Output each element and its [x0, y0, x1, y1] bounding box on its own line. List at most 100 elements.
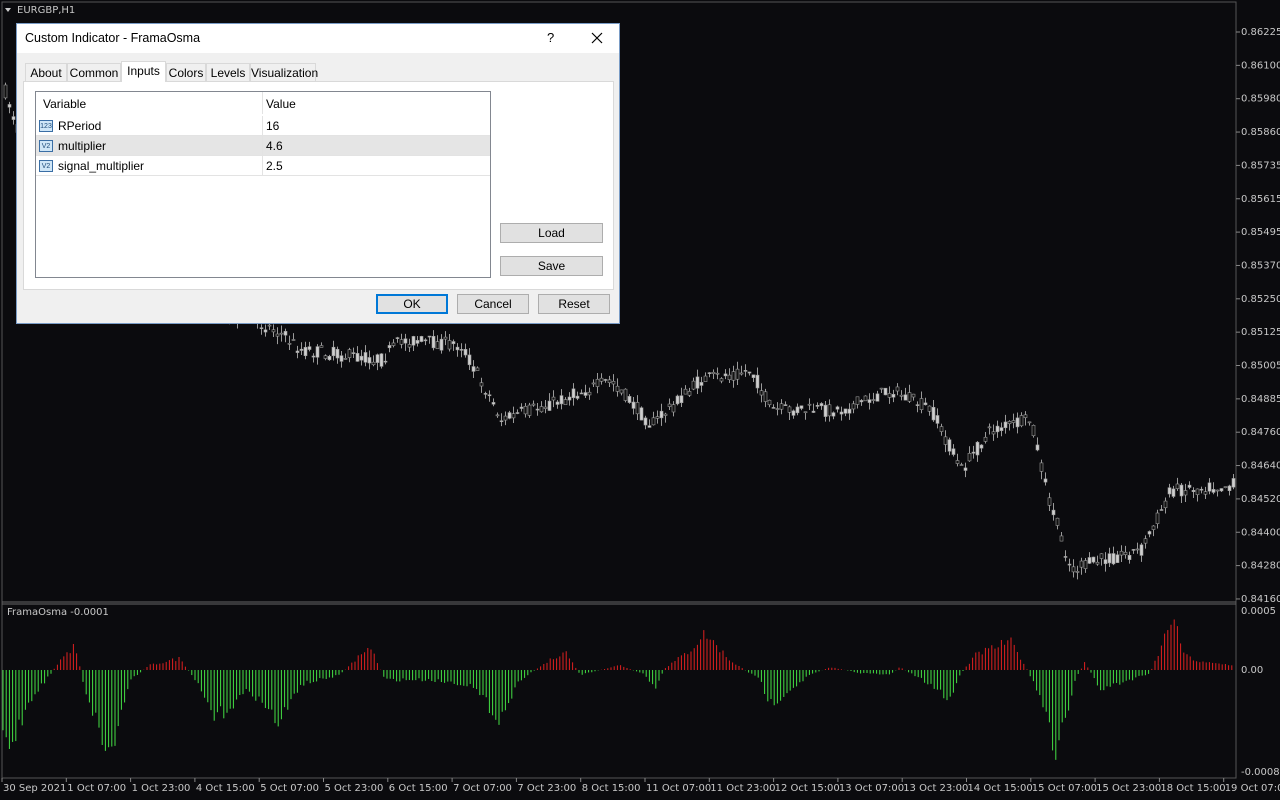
candle-body [1075, 571, 1080, 573]
tab[interactable]: Inputs [121, 61, 166, 82]
candle-body [815, 405, 820, 407]
candle-body [471, 366, 476, 372]
cell-divider [262, 136, 263, 156]
candle-body [675, 395, 680, 405]
candle-body [539, 406, 544, 413]
candle-body [659, 410, 664, 419]
candle-body [735, 368, 740, 380]
candle-body [719, 378, 724, 382]
candle-body [995, 425, 1000, 433]
candle-body [279, 332, 284, 335]
variable-cell: signal_multiplier [58, 159, 145, 173]
table-row[interactable]: 123 RPeriod 16 [36, 116, 490, 136]
candle-body [1107, 553, 1112, 564]
variable-cell: RPeriod [58, 119, 102, 133]
candle-body [543, 406, 548, 409]
candle-body [3, 84, 8, 99]
value-cell: 4.6 [266, 139, 283, 153]
candle-body [327, 355, 332, 361]
candle-body [407, 344, 412, 348]
candle-body [647, 425, 652, 428]
time-label: 15 Oct 23:00 [1096, 783, 1161, 794]
candle-body [1139, 544, 1144, 556]
candle-body [463, 349, 468, 356]
candle-body [879, 387, 884, 390]
tab[interactable]: Colors [166, 63, 206, 81]
header-cell: Value [266, 97, 296, 111]
candle-body [551, 396, 556, 401]
candle-body [1063, 556, 1068, 558]
candle-body [1111, 553, 1116, 565]
candle-body [487, 394, 492, 397]
candle-body [583, 392, 588, 396]
candle-body [363, 352, 368, 363]
tab[interactable]: Levels [206, 63, 250, 81]
price-label: 0.85860 [1241, 127, 1280, 138]
candle-body [1179, 484, 1184, 497]
candle-body [683, 388, 688, 395]
candle-body [259, 327, 264, 329]
help-button[interactable]: ? [547, 30, 555, 45]
time-label: 11 Oct 07:00 [646, 783, 711, 794]
ok-button[interactable]: OK [376, 294, 448, 314]
candle-body [491, 402, 496, 405]
candle-body [695, 376, 700, 389]
candle-body [451, 341, 456, 345]
candle-body [643, 417, 648, 426]
candle-body [1035, 444, 1040, 451]
candle-body [563, 399, 568, 406]
candle-body [315, 346, 320, 358]
price-label: 0.85125 [1241, 327, 1280, 338]
load-button[interactable]: Load [500, 223, 603, 243]
candle-body [1071, 566, 1076, 573]
price-label: 0.86100 [1241, 60, 1280, 71]
candle-body [943, 436, 948, 445]
candle-body [399, 339, 404, 345]
candle-body [1163, 500, 1168, 509]
table-row[interactable]: V2 multiplier 4.6 [36, 136, 490, 156]
candle-body [455, 346, 460, 351]
candle-body [391, 342, 396, 346]
dialog-title: Custom Indicator - FramaOsma [25, 31, 201, 45]
chart-frame [1, 1, 1237, 779]
candle-body [759, 390, 764, 396]
candle-body [851, 403, 856, 410]
price-label: 0.84520 [1241, 494, 1280, 505]
reset-button[interactable]: Reset [538, 294, 610, 314]
candle-body [1211, 489, 1216, 493]
candle-body [335, 348, 340, 359]
candle-body [907, 392, 912, 402]
candle-body [299, 348, 304, 351]
candle-body [443, 336, 448, 340]
cancel-button[interactable]: Cancel [457, 294, 529, 314]
close-button[interactable] [591, 32, 603, 44]
candle-body [1127, 555, 1132, 560]
candle-body [983, 436, 988, 442]
table-row[interactable]: V2 signal_multiplier 2.5 [36, 156, 490, 176]
candle-body [603, 379, 608, 381]
candle-body [271, 329, 276, 333]
candle-body [935, 415, 940, 424]
candle-body [959, 464, 964, 466]
candle-body [1199, 488, 1204, 491]
candle-body [319, 345, 324, 348]
value-cell: 2.5 [266, 159, 283, 173]
candle-body [1223, 486, 1228, 488]
candle-body [1151, 525, 1156, 530]
candle-body [887, 393, 892, 398]
candle-body [1027, 421, 1032, 424]
save-button[interactable]: Save [500, 256, 603, 276]
tab[interactable]: Common [67, 63, 121, 81]
price-label: 0.85370 [1241, 260, 1280, 271]
candle-body [467, 354, 472, 366]
candle-body [1047, 497, 1052, 506]
candle-body [767, 399, 772, 406]
candle-body [911, 393, 916, 398]
tab[interactable]: About [25, 63, 67, 81]
candle-body [679, 395, 684, 404]
tab[interactable]: Visualization [250, 63, 318, 81]
candle-body [875, 393, 880, 402]
candle-body [991, 431, 996, 435]
price-label: 0.85250 [1241, 294, 1280, 305]
symbol-label: EURGBP,H1 [17, 5, 75, 16]
